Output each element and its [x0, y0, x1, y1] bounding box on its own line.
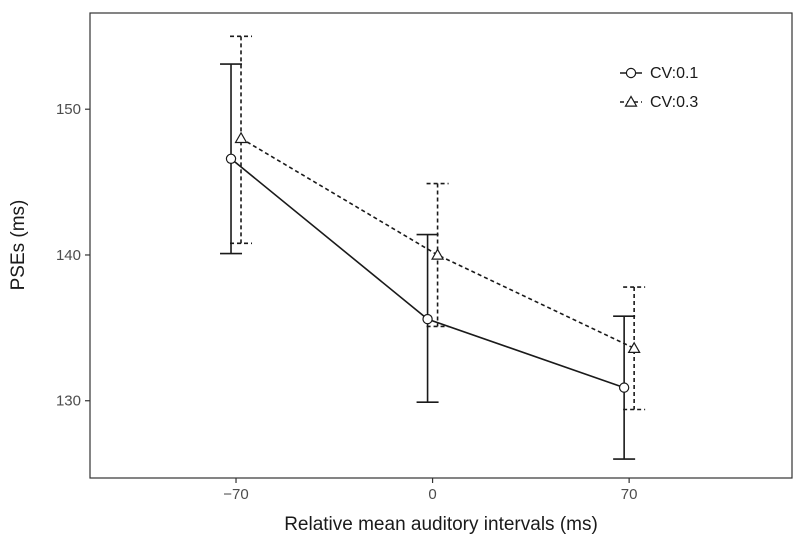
legend-label: CV:0.3	[650, 94, 698, 111]
x-axis-title: Relative mean auditory intervals (ms)	[284, 514, 598, 535]
y-tick-label: 150	[56, 101, 81, 118]
y-axis: 130 140 150	[56, 101, 90, 410]
legend-key-triangle	[624, 95, 638, 107]
data-point-circle	[422, 313, 433, 325]
data-point-circle	[618, 382, 630, 393]
error-bar	[623, 286, 646, 411]
y-tick-label: 130	[56, 393, 81, 410]
y-tick-label: 140	[56, 247, 81, 264]
legend-item: CV:0.3	[620, 94, 698, 111]
legend-label: CV:0.1	[650, 65, 698, 82]
data-point-triangle	[431, 248, 445, 260]
x-axis: −70 0 70	[223, 478, 637, 503]
legend-key-circle	[625, 67, 637, 79]
y-axis-title: PSEs (ms)	[8, 200, 29, 291]
error-bar	[230, 35, 253, 245]
x-tick-label: −70	[223, 486, 248, 503]
x-tick-label: 70	[621, 486, 638, 503]
series-line	[240, 137, 635, 349]
data-point-circle	[225, 153, 237, 164]
legend: CV:0.1 CV:0.3	[620, 65, 698, 111]
data-point-triangle	[234, 131, 248, 144]
plot-panel	[89, 12, 793, 479]
x-tick-label: 0	[428, 486, 436, 503]
legend-item: CV:0.1	[620, 65, 698, 82]
series-layer	[220, 35, 646, 460]
series-circle	[220, 63, 636, 460]
data-point-triangle	[627, 341, 641, 353]
series-triangle	[230, 35, 646, 411]
